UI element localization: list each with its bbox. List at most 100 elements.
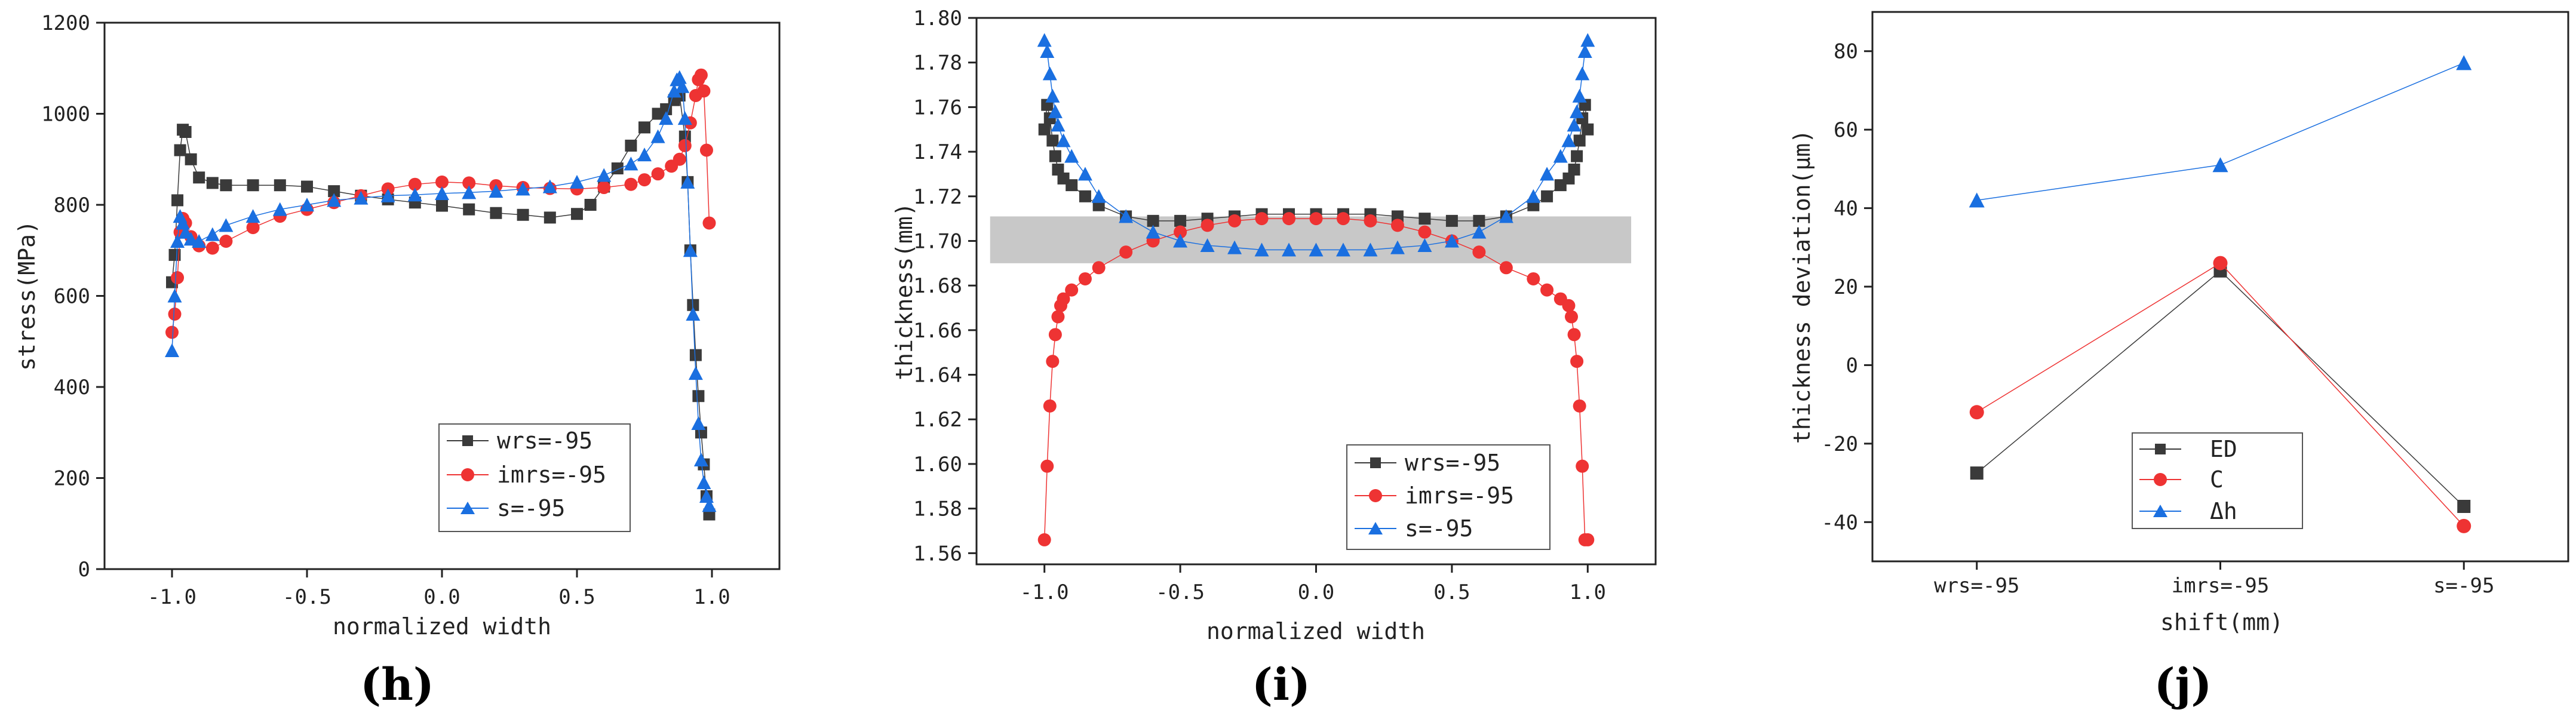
y-tick-label: 1.70 (913, 229, 962, 253)
y-tick-label: 200 (54, 467, 90, 491)
data-point (1499, 261, 1513, 275)
data-point (1580, 33, 1595, 47)
data-point (462, 185, 477, 199)
series-line (1976, 62, 2464, 201)
legend-entry-s: s=-95 (447, 495, 565, 521)
legend-circle-marker (1369, 489, 1382, 502)
legend-entry-wrs: wrs=-95 (1355, 450, 1500, 476)
data-point (1255, 212, 1269, 226)
data-point (463, 203, 475, 216)
data-point (1541, 190, 1553, 202)
data-point (1419, 213, 1431, 225)
y-tick-label: 1.60 (913, 453, 962, 477)
x-tick-label: wrs=-95 (1934, 574, 2019, 598)
y-tick-label: 1.72 (913, 185, 962, 209)
data-point (673, 152, 686, 166)
data-point (1174, 225, 1187, 239)
y-tick-label: 800 (54, 193, 90, 217)
data-point (638, 121, 650, 134)
data-point (692, 390, 705, 402)
data-point (1577, 44, 1592, 59)
data-point (1499, 209, 1513, 223)
legend-triangle-marker (1368, 522, 1383, 534)
x-tick-label: 0.5 (558, 585, 595, 609)
data-point (1575, 66, 1590, 81)
data-point (1065, 283, 1079, 297)
series-triangle (1037, 33, 1595, 257)
data-point (1540, 283, 1554, 297)
legend-circle-marker (2154, 473, 2167, 486)
legend-square-marker (1370, 457, 1381, 468)
data-point (675, 79, 690, 93)
x-axis-label: normalized width (1206, 618, 1425, 644)
data-point (1391, 210, 1404, 223)
data-point (637, 148, 652, 162)
data-point (246, 221, 260, 235)
plot-frame (975, 17, 1657, 566)
data-point (301, 180, 313, 193)
series-triangle (165, 70, 717, 512)
data-point (1037, 533, 1051, 546)
data-point (691, 416, 706, 430)
data-point (1969, 192, 1985, 208)
data-point (1079, 190, 1091, 202)
data-point (1309, 212, 1323, 226)
data-point (611, 162, 624, 174)
data-point (168, 248, 181, 261)
data-point (1282, 242, 1297, 257)
data-point (680, 174, 695, 189)
data-point (1364, 214, 1377, 228)
y-tick-label: 60 (1834, 118, 1858, 142)
panel-label: (i) (1252, 659, 1310, 711)
data-point (1078, 272, 1092, 285)
data-point (699, 143, 713, 157)
axis-ticks: -1.0 -0.5 0.0 0.5 1.0 1.56 1.58 1.60 1.62 1.64 1.6… (913, 7, 1606, 604)
data-point (1576, 459, 1589, 473)
data-point (1048, 328, 1062, 342)
data-point (272, 202, 287, 216)
y-tick-label: 40 (1834, 197, 1858, 221)
data-point (489, 184, 503, 198)
legend-label: Δh (2210, 498, 2237, 524)
data-point (407, 188, 422, 202)
data-point (624, 156, 638, 171)
data-point (1046, 134, 1059, 147)
data-point (219, 218, 234, 232)
data-point (650, 129, 665, 143)
y-tick-label: 400 (54, 376, 90, 400)
data-point (1567, 328, 1581, 342)
data-point (178, 225, 193, 239)
data-point (696, 475, 711, 490)
legend-label: C (2210, 466, 2224, 493)
data-point (1969, 405, 1984, 420)
data-point (176, 216, 191, 230)
y-tick-label: -20 (1822, 432, 1858, 456)
data-point (672, 70, 687, 84)
data-point (1335, 242, 1350, 257)
data-point (677, 111, 692, 125)
data-point (1571, 150, 1583, 162)
data-point (1046, 355, 1060, 368)
data-point (220, 179, 232, 192)
data-point (1562, 299, 1576, 312)
legend-entry-ed: ED (2139, 436, 2237, 462)
x-tick-label: 0.5 (1433, 580, 1470, 604)
data-point (435, 186, 449, 200)
data-point (660, 103, 673, 115)
data-point (667, 84, 681, 98)
data-point (683, 243, 698, 257)
x-tick-label: -0.5 (283, 585, 331, 609)
data-point (702, 216, 716, 230)
data-point (183, 232, 198, 246)
axis-ticks: wrs=-95 imrs=-95 s=-95 -40 -20 0 20 40 60 80 (1822, 40, 2495, 598)
series-layer (1037, 33, 1595, 546)
data-point (1527, 272, 1540, 285)
x-tick-label: 1.0 (693, 585, 730, 609)
y-tick-label: 1.66 (913, 319, 962, 343)
y-tick-label: 1200 (41, 11, 90, 35)
legend-label: ED (2210, 436, 2237, 462)
data-point (1174, 214, 1187, 227)
data-point (193, 171, 205, 184)
data-point (570, 174, 584, 189)
